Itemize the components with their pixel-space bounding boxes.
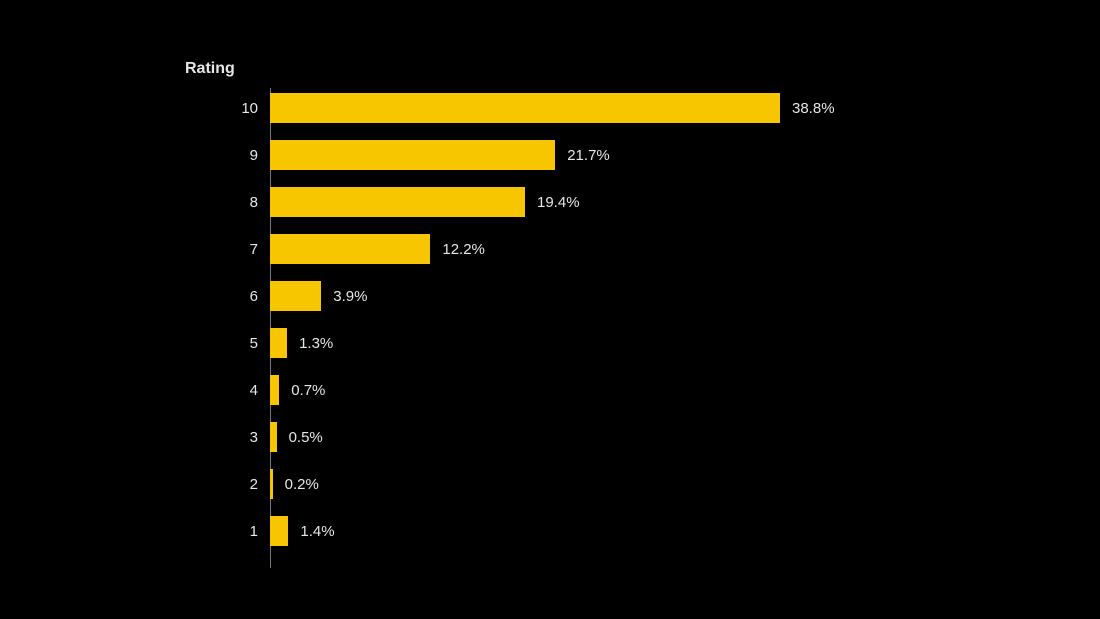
bar-row: 6 3.9% <box>0 281 1100 311</box>
bar-row: 3 0.5% <box>0 422 1100 452</box>
category-label: 8 <box>198 194 258 211</box>
bar <box>270 93 780 123</box>
bar <box>270 375 279 405</box>
value-label: 3.9% <box>333 288 367 305</box>
bar-row: 5 1.3% <box>0 328 1100 358</box>
y-axis-title: Rating <box>185 60 235 78</box>
value-label: 21.7% <box>567 147 610 164</box>
bar-row: 9 21.7% <box>0 140 1100 170</box>
bar <box>270 469 273 499</box>
bar <box>270 140 555 170</box>
bar-row: 1 1.4% <box>0 516 1100 546</box>
value-label: 38.8% <box>792 100 835 117</box>
category-label: 6 <box>198 288 258 305</box>
bar <box>270 187 525 217</box>
category-label: 1 <box>198 523 258 540</box>
value-label: 0.7% <box>291 382 325 399</box>
bar <box>270 328 287 358</box>
category-label: 5 <box>198 335 258 352</box>
category-label: 2 <box>198 476 258 493</box>
value-label: 1.4% <box>300 523 334 540</box>
bar-row: 10 38.8% <box>0 93 1100 123</box>
category-label: 9 <box>198 147 258 164</box>
value-label: 19.4% <box>537 194 580 211</box>
category-label: 3 <box>198 429 258 446</box>
bar-row: 4 0.7% <box>0 375 1100 405</box>
bar-row: 8 19.4% <box>0 187 1100 217</box>
bar <box>270 516 288 546</box>
value-label: 1.3% <box>299 335 333 352</box>
rating-bar-chart: Rating 10 38.8% 9 21.7% 8 19.4% 7 12.2% 6 3.9% 5 1.… <box>0 0 1100 619</box>
value-label: 12.2% <box>442 241 485 258</box>
category-label: 10 <box>198 100 258 117</box>
bar <box>270 234 430 264</box>
bar-row: 2 0.2% <box>0 469 1100 499</box>
bar-row: 7 12.2% <box>0 234 1100 264</box>
bar <box>270 281 321 311</box>
category-label: 7 <box>198 241 258 258</box>
value-label: 0.5% <box>289 429 323 446</box>
value-label: 0.2% <box>285 476 319 493</box>
bar <box>270 422 277 452</box>
category-label: 4 <box>198 382 258 399</box>
